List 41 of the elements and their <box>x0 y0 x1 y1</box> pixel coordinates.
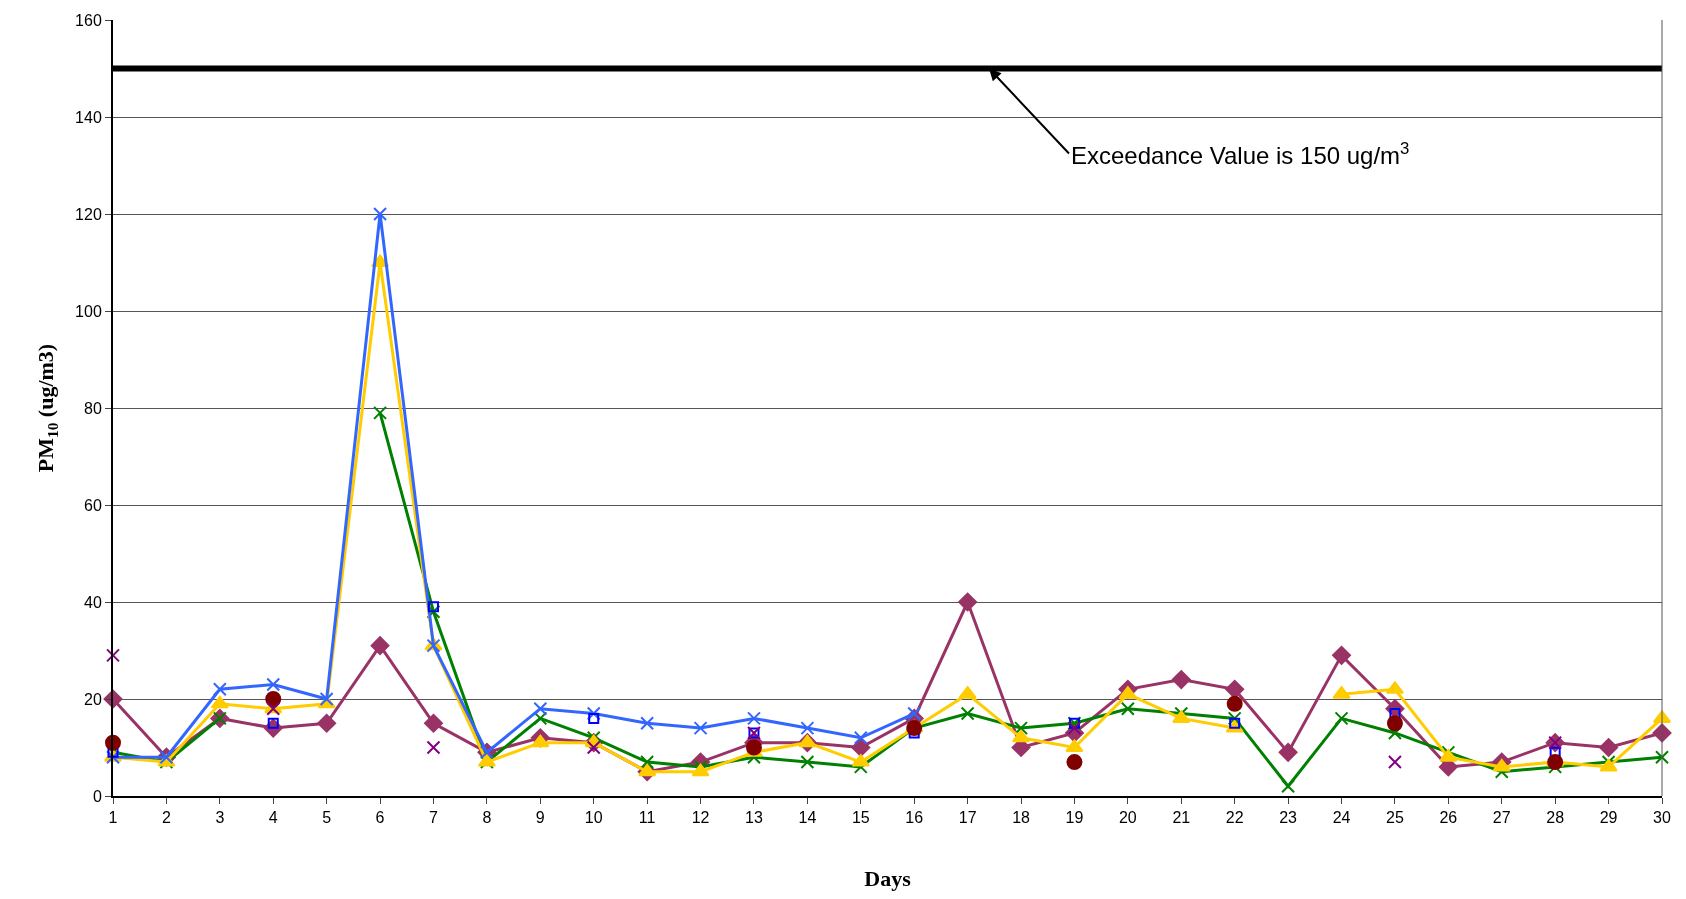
y-tick-label: 80 <box>84 399 102 417</box>
y-tick-label: 40 <box>84 593 102 611</box>
x-tick-label: 19 <box>1065 809 1084 827</box>
x-tick-label: 3 <box>215 809 225 827</box>
x-tick-label: 12 <box>691 809 710 827</box>
x-tick-label: 6 <box>375 809 385 827</box>
x-tick-label: 2 <box>161 809 171 827</box>
x-tick-label: 26 <box>1439 809 1458 827</box>
x-tick-label: 22 <box>1225 809 1244 827</box>
y-tick-label: 140 <box>75 108 102 126</box>
x-tick-label: 4 <box>268 809 278 827</box>
x-tick-label: 20 <box>1118 809 1137 827</box>
x-tick-label: 21 <box>1172 809 1191 827</box>
x-tick-label: 11 <box>638 809 656 827</box>
x-tick-label: 8 <box>482 809 492 827</box>
x-tick-label: 17 <box>958 809 977 827</box>
x-tick-label: 16 <box>905 809 924 827</box>
x-tick-label: 13 <box>745 809 763 827</box>
y-tick-label: 100 <box>75 302 102 320</box>
x-tick-label: 1 <box>108 809 118 827</box>
x-tick-label: 23 <box>1279 809 1298 827</box>
x-tick-label: 25 <box>1386 809 1404 827</box>
y-tick-label: 160 <box>75 11 102 29</box>
x-tick-label: 29 <box>1599 809 1618 827</box>
y-tick-label: 120 <box>75 205 102 223</box>
x-tick-label: 9 <box>535 809 545 827</box>
annotation: Exceedance Value is 150 ug/m$^{3}$ <box>1071 139 1410 170</box>
x-tick-label: 10 <box>584 809 603 827</box>
x-tick-label: 18 <box>1012 809 1031 827</box>
y-tick-label: 0 <box>92 787 102 805</box>
x-tick-label: 7 <box>429 809 439 827</box>
y-tick-label: 60 <box>84 496 102 514</box>
x-axis-title: Days <box>864 865 912 891</box>
y-tick-label: 20 <box>84 690 102 708</box>
x-tick-label: 28 <box>1546 809 1565 827</box>
x-tick-label: 27 <box>1492 809 1511 827</box>
x-tick-label: 5 <box>322 809 332 827</box>
x-tick-label: 24 <box>1332 809 1351 827</box>
x-tick-label: 14 <box>798 809 817 827</box>
x-tick-label: 15 <box>851 809 870 827</box>
x-tick-label: 30 <box>1653 809 1671 827</box>
